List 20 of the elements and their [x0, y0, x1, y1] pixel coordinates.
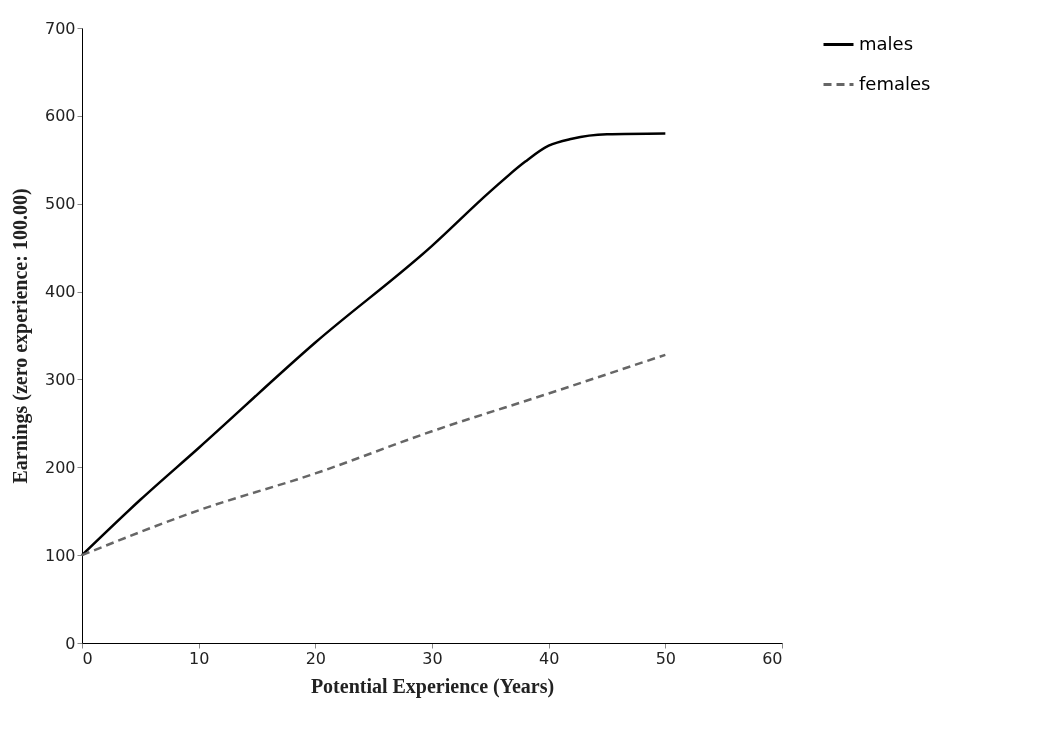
y-tick-label: 600	[44, 106, 76, 126]
y-tick-label: 300	[44, 369, 76, 389]
y-tick-label: 400	[44, 282, 76, 302]
legend-label: males	[859, 32, 914, 54]
x-tick-label: 30	[422, 648, 443, 668]
x-tick-label: 10	[188, 648, 210, 668]
x-tick-label: 0	[82, 648, 93, 668]
x-tick-label: 60	[762, 648, 783, 668]
y-tick-label: 500	[44, 194, 76, 214]
x-tick-label: 20	[305, 648, 327, 668]
y-tick-label: 100	[44, 545, 76, 565]
x-axis-title: Potential Experience (Years)	[310, 674, 555, 698]
y-axis-title: Earnings (zero experience: 100.00)	[8, 188, 32, 484]
y-tick-label: 700	[44, 18, 76, 38]
x-tick-label: 40	[538, 648, 560, 668]
x-tick-label: 50	[655, 648, 677, 668]
y-tick-label: 0	[65, 633, 76, 653]
y-tick-label: 200	[44, 457, 76, 477]
legend-label: females	[859, 72, 931, 94]
line-series	[80, 353, 667, 557]
